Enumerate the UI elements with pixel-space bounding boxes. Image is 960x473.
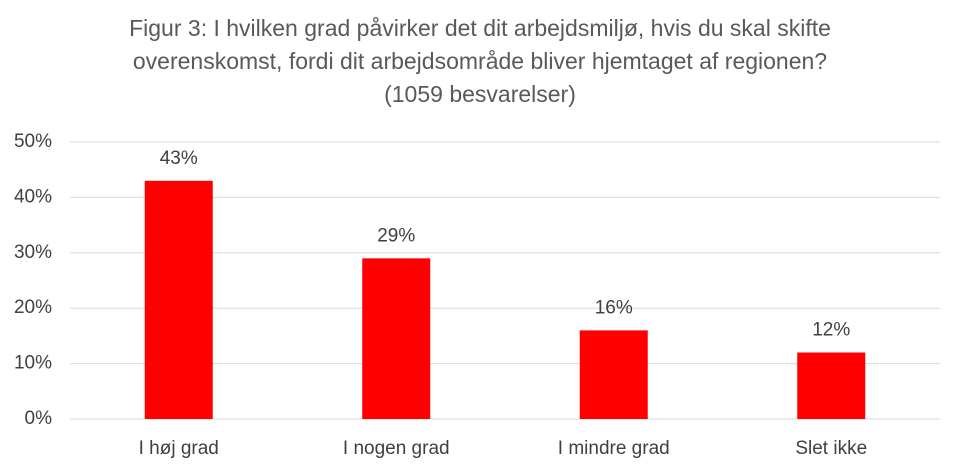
y-tick-label: 10%: [14, 353, 52, 374]
bar: [144, 180, 213, 419]
data-label: 29%: [377, 225, 415, 246]
data-label: 16%: [595, 297, 633, 318]
data-label: 12%: [812, 320, 850, 341]
data-label: 43%: [160, 148, 198, 169]
x-tick-label: I høj grad: [139, 438, 219, 459]
y-tick-label: 40%: [14, 186, 52, 207]
bar: [362, 258, 431, 419]
x-tick-label: I nogen grad: [343, 438, 450, 459]
y-tick-label: 20%: [14, 297, 52, 318]
y-tick-label: 50%: [14, 131, 52, 152]
chart-title: Figur 3: I hvilken grad påvirker det dit…: [129, 15, 831, 107]
y-tick-label: 0%: [25, 408, 53, 429]
bar: [579, 330, 648, 419]
y-tick-label: 30%: [14, 242, 52, 263]
x-tick-label: Slet ikke: [795, 438, 867, 459]
bar: [797, 352, 866, 419]
x-tick-label: I mindre grad: [558, 438, 670, 459]
